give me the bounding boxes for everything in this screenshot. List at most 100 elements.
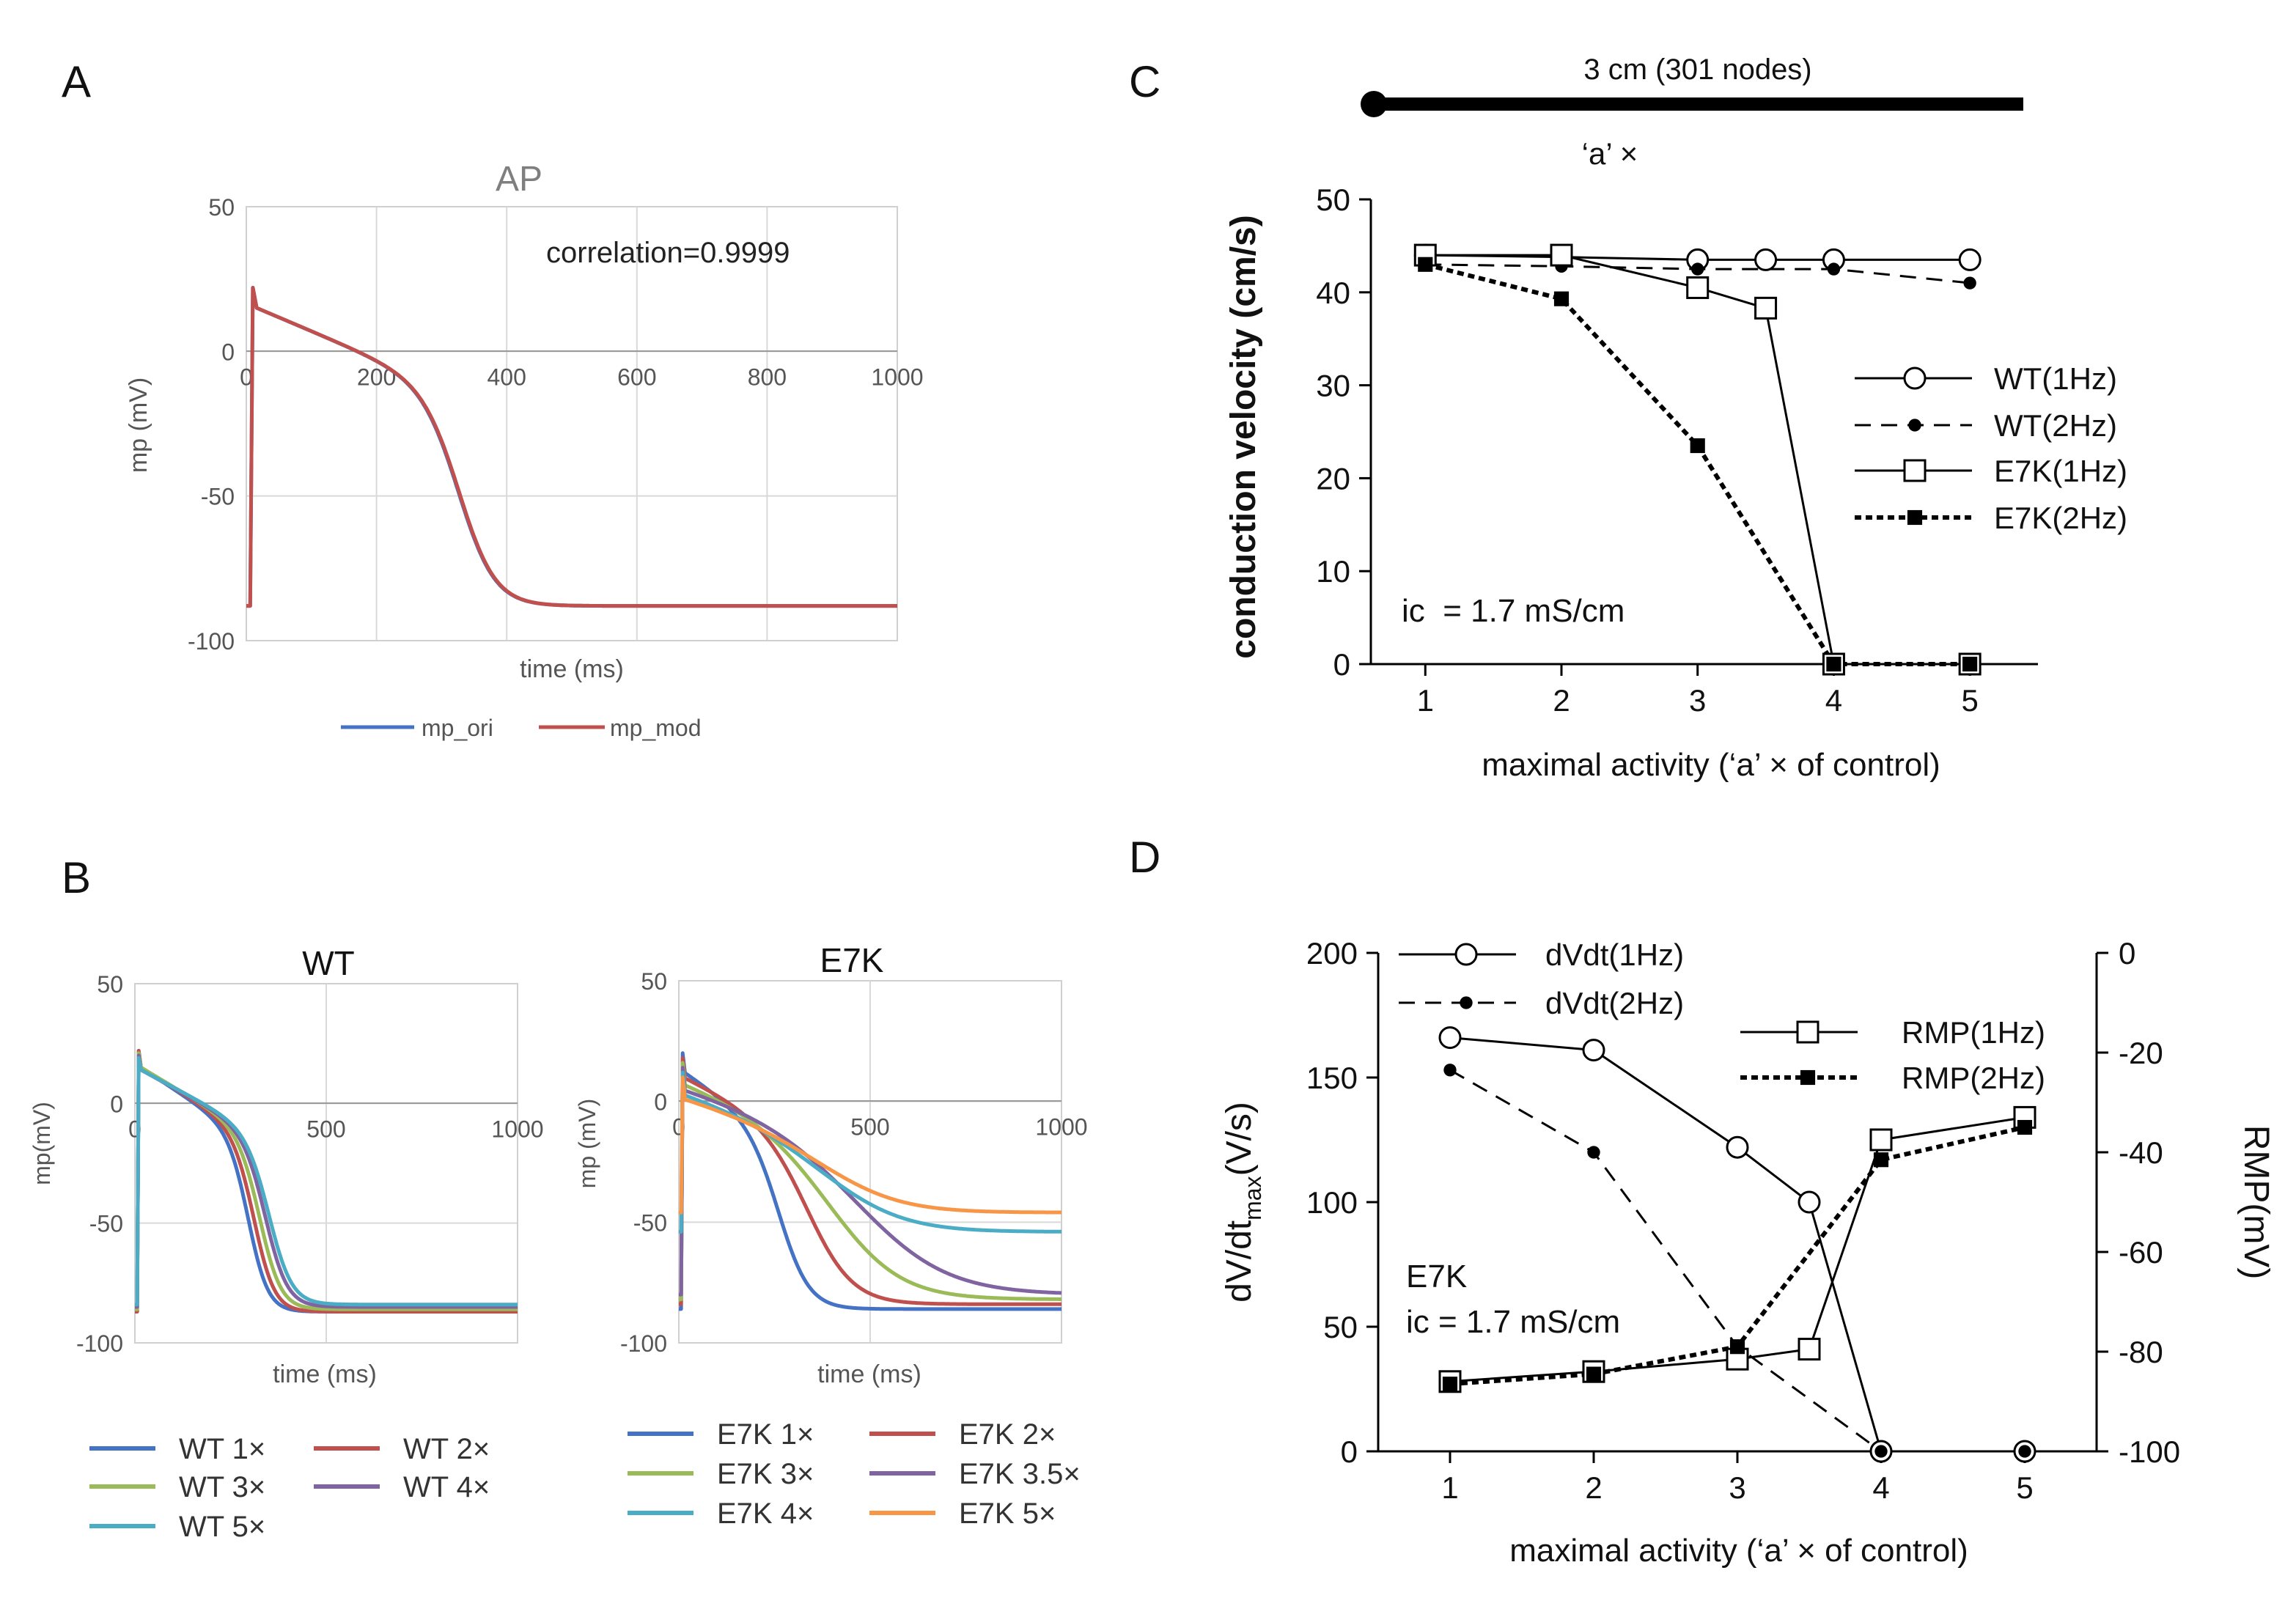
xtick-2: 2 bbox=[1585, 1470, 1602, 1505]
ytick-50: -50 bbox=[201, 484, 235, 510]
xtick-400: 400 bbox=[487, 364, 526, 390]
legend-marker-wt-1hz bbox=[1903, 366, 1927, 390]
legend-label-mp-mod: mp_mod bbox=[610, 715, 702, 741]
series-e7k-3-5 bbox=[677, 1066, 1063, 1297]
chart-d-legend: dVdt(1Hz) dVdt(2Hz) RMP(1Hz) RMP(2Hz) bbox=[1399, 938, 2045, 1095]
xtick-1000: 1000 bbox=[491, 1116, 543, 1142]
y2tick-60: -60 bbox=[2119, 1235, 2163, 1270]
chart-d-annotation-line2: ic = 1.7 mS/cm bbox=[1406, 1304, 1620, 1340]
legend-marker-e7k-2hz bbox=[1907, 509, 1923, 526]
chart-a-yticks: 50 0 -50 -100 bbox=[188, 194, 235, 655]
ytick-50: -50 bbox=[633, 1209, 667, 1236]
ytick-0: 0 bbox=[110, 1091, 123, 1117]
ytick-150: 150 bbox=[1306, 1061, 1358, 1095]
chart-b-e7k-series bbox=[677, 1051, 1063, 1311]
series-mp-mod bbox=[246, 286, 898, 608]
chart-b-wt-gridlines bbox=[134, 983, 518, 1344]
chart-c-cable-node bbox=[1361, 91, 1387, 117]
chart-a-series bbox=[246, 286, 898, 608]
ytick-30: 30 bbox=[1316, 369, 1350, 403]
series-e7k-1 bbox=[677, 1051, 1063, 1311]
point-rmp-2hz-4 bbox=[2017, 1119, 2033, 1135]
xtick-3: 3 bbox=[1729, 1470, 1745, 1505]
series-e7k-5 bbox=[677, 1075, 1063, 1215]
point-wt-2hz-2 bbox=[1691, 262, 1704, 276]
chart-b-e7k-yticks: 50 0 -50 -100 bbox=[620, 968, 667, 1357]
legend-label-dvdt-1hz: dVdt(1Hz) bbox=[1545, 938, 1684, 972]
chart-d-ylabel-main: dV/dt bbox=[1220, 1220, 1259, 1303]
series-line-dvdt-1hz bbox=[1449, 1036, 2025, 1453]
chart-b-e7k: E7K 50 0 -50 -100 0 500 1000 time (ms) mp (mV… bbox=[574, 941, 1088, 1530]
legend-label-wt-1: WT 1× bbox=[179, 1433, 265, 1465]
chart-d-ylabel: dV/dtmax(V/s) bbox=[1220, 1102, 1266, 1303]
chart-d-xticks: 1 2 3 4 5 bbox=[1441, 1451, 2034, 1505]
point-e7k-2hz-3 bbox=[1826, 656, 1841, 672]
legend-label-e7k-5: E7K 5× bbox=[959, 1498, 1056, 1530]
legend-label-rmp-2hz: RMP(2Hz) bbox=[1902, 1061, 2045, 1095]
chart-d-yticks: 0 50 100 150 200 bbox=[1306, 936, 1378, 1469]
legend-label-e7k-4: E7K 4× bbox=[717, 1498, 814, 1530]
y2tick-100: -100 bbox=[2119, 1434, 2180, 1469]
series-line-rmp-1hz bbox=[1449, 1116, 2025, 1383]
ytick-0: 0 bbox=[654, 1089, 667, 1116]
legend-marker-dvdt-1hz bbox=[1454, 943, 1478, 966]
chart-b-wt-xticks: 0 500 1000 bbox=[128, 1116, 543, 1142]
ytick-100: -100 bbox=[76, 1330, 123, 1357]
chart-c-cable-label: 3 cm (301 nodes) bbox=[1583, 54, 1811, 86]
chart-d-y2ticks: -100 -80 -60 -40 -20 0 bbox=[2097, 936, 2180, 1469]
y2tick-40: -40 bbox=[2119, 1135, 2163, 1170]
panel-label-c: C bbox=[1129, 57, 1160, 106]
chart-a-title: AP bbox=[496, 160, 542, 199]
point-dvdt-1hz-2 bbox=[1726, 1135, 1749, 1159]
series-line-wt-1hz bbox=[1425, 254, 1971, 261]
xtick-0: 0 bbox=[240, 364, 253, 390]
chart-c: 3 cm (301 nodes) ‘a’ × 0 10 20 30 40 50 1 2 3 4 5… bbox=[1224, 54, 2127, 783]
chart-c-xlabel: maximal activity (‘a’ × of control) bbox=[1482, 747, 1940, 783]
point-rmp-2hz-3 bbox=[1873, 1152, 1889, 1168]
ytick-0: 0 bbox=[221, 339, 235, 365]
point-e7k-2hz-4 bbox=[1962, 656, 1978, 672]
legend-label-e7k-2: E7K 2× bbox=[959, 1418, 1056, 1451]
point-rmp-2hz-0 bbox=[1442, 1377, 1458, 1392]
legend-label-wt-1hz: WT(1Hz) bbox=[1994, 361, 2117, 396]
chart-a-xlabel: time (ms) bbox=[520, 655, 624, 683]
point-dvdt-1hz-1 bbox=[1582, 1039, 1605, 1062]
point-wt-2hz-4 bbox=[1963, 276, 1976, 290]
ytick-10: 10 bbox=[1316, 554, 1350, 589]
point-rmp-1hz-3 bbox=[1798, 1338, 1821, 1361]
chart-c-a-label: ‘a’ × bbox=[1582, 136, 1638, 171]
legend-label-wt-3: WT 3× bbox=[179, 1471, 265, 1503]
xtick-3: 3 bbox=[1689, 683, 1706, 718]
series-line-dvdt-2hz bbox=[1449, 1069, 2025, 1453]
point-e7k-1hz-1 bbox=[1550, 243, 1573, 267]
legend-label-e7k-1hz: E7K(1Hz) bbox=[1994, 454, 2127, 488]
svg-text:dV/dtmax(V/s): dV/dtmax(V/s) bbox=[1220, 1102, 1266, 1303]
legend-label-rmp-1hz: RMP(1Hz) bbox=[1902, 1015, 2045, 1050]
chart-b-wt: WT 500-50-100 0 500 1000 time (ms) mp(mV) … bbox=[29, 944, 544, 1543]
chart-a-gridlines bbox=[246, 206, 898, 641]
legend-label-wt-5: WT 5× bbox=[179, 1511, 265, 1543]
y2tick-0: 0 bbox=[2119, 936, 2135, 970]
point-dvdt-2hz-1 bbox=[1587, 1146, 1600, 1159]
panel-label-a: A bbox=[62, 57, 91, 106]
xtick-4: 4 bbox=[1825, 683, 1842, 718]
point-e7k-2hz-2 bbox=[1690, 438, 1705, 454]
chart-b-wt-xlabel: time (ms) bbox=[273, 1360, 377, 1388]
xtick-5: 5 bbox=[1961, 683, 1978, 718]
ytick-50: -50 bbox=[89, 1211, 123, 1237]
series-line-e7k-2hz bbox=[1424, 262, 1971, 666]
chart-c-xticks: 1 2 3 4 5 bbox=[1417, 664, 1979, 718]
legend-label-wt-4: WT 4× bbox=[403, 1471, 490, 1503]
xtick-600: 600 bbox=[617, 364, 656, 390]
series-mp-ori bbox=[246, 286, 898, 608]
chart-d-series bbox=[1438, 1026, 2036, 1463]
xtick-800: 800 bbox=[748, 364, 787, 390]
legend-marker-rmp-2hz bbox=[1800, 1069, 1816, 1086]
legend-label-mp-ori: mp_ori bbox=[422, 715, 493, 741]
chart-d-annotation-line1: E7K bbox=[1406, 1259, 1467, 1294]
point-dvdt-2hz-0 bbox=[1443, 1064, 1457, 1077]
point-wt-2hz-3 bbox=[1827, 262, 1841, 276]
point-wt-1hz-5 bbox=[1958, 248, 1982, 271]
xtick-1: 1 bbox=[1417, 683, 1434, 718]
